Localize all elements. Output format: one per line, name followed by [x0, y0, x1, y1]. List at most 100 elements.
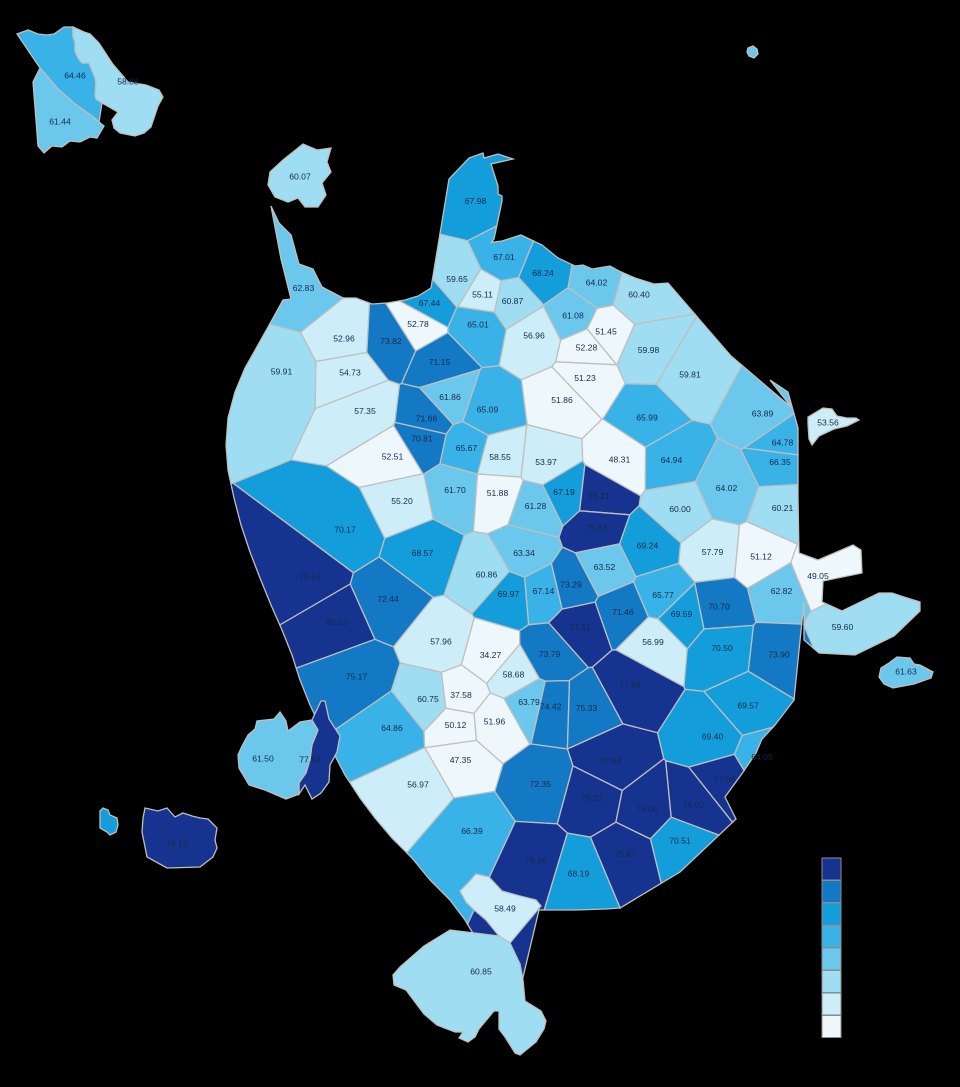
svg-text:77.84: 77.84 [600, 756, 622, 766]
svg-text:61.08: 61.08 [562, 310, 584, 320]
svg-text:77.58: 77.58 [299, 754, 321, 764]
svg-text:63.89: 63.89 [752, 408, 774, 418]
svg-text:64.46: 64.46 [64, 70, 86, 80]
svg-text:52.28: 52.28 [576, 342, 598, 352]
svg-text:64.02: 64.02 [586, 277, 608, 287]
svg-text:66.35: 66.35 [769, 457, 791, 467]
svg-text:51.96: 51.96 [484, 716, 506, 726]
svg-text:67.19: 67.19 [553, 487, 575, 497]
svg-text:69.97: 69.97 [498, 589, 520, 599]
svg-text:76.16: 76.16 [166, 838, 188, 848]
svg-text:71.66: 71.66 [416, 413, 438, 423]
svg-text:52.78: 52.78 [407, 319, 429, 329]
svg-text:65.99: 65.99 [636, 412, 658, 422]
svg-text:64.94: 64.94 [661, 455, 683, 465]
svg-text:76.33: 76.33 [581, 793, 603, 803]
svg-text:73.79: 73.79 [539, 649, 561, 659]
svg-text:58.55: 58.55 [489, 452, 511, 462]
svg-text:64.78: 64.78 [772, 437, 794, 447]
svg-text:67.98: 67.98 [465, 196, 487, 206]
svg-text:62.83: 62.83 [293, 283, 315, 293]
svg-text:68.57: 68.57 [412, 548, 434, 558]
svg-text:65.67: 65.67 [456, 443, 478, 453]
svg-text:64.86: 64.86 [381, 723, 403, 733]
svg-text:63.34: 63.34 [513, 548, 535, 558]
svg-text:60.00: 60.00 [669, 504, 691, 514]
svg-text:75.83: 75.83 [586, 522, 608, 532]
svg-text:34.27: 34.27 [480, 650, 502, 660]
svg-text:70.70: 70.70 [708, 601, 730, 611]
svg-text:77.08: 77.08 [714, 775, 736, 785]
svg-text:57.79: 57.79 [702, 547, 724, 557]
svg-text:69.59: 69.59 [671, 609, 693, 619]
svg-text:55.20: 55.20 [391, 496, 413, 506]
svg-text:60.40: 60.40 [628, 289, 650, 299]
svg-text:69.24: 69.24 [637, 540, 659, 550]
svg-text:59.60: 59.60 [832, 622, 854, 632]
svg-text:70.17: 70.17 [334, 524, 356, 534]
svg-text:59.98: 59.98 [638, 345, 660, 355]
svg-text:75.17: 75.17 [346, 671, 368, 681]
svg-text:66.39: 66.39 [461, 826, 483, 836]
svg-text:74.42: 74.42 [540, 702, 562, 712]
svg-text:47.35: 47.35 [450, 755, 472, 765]
svg-text:60.87: 60.87 [502, 296, 524, 306]
svg-text:58.68: 58.68 [503, 669, 525, 679]
svg-text:69.40: 69.40 [702, 731, 724, 741]
svg-text:76.21: 76.21 [588, 491, 610, 501]
svg-text:56.96: 56.96 [523, 330, 545, 340]
svg-text:37.58: 37.58 [450, 690, 472, 700]
svg-text:60.85: 60.85 [470, 966, 492, 976]
svg-text:57.96: 57.96 [430, 636, 452, 646]
svg-text:61.86: 61.86 [439, 392, 461, 402]
svg-text:67.01: 67.01 [493, 252, 515, 262]
svg-text:70.51: 70.51 [669, 835, 691, 845]
svg-text:50.12: 50.12 [445, 720, 467, 730]
svg-text:53.56: 53.56 [817, 417, 839, 427]
svg-text:70.50: 70.50 [711, 643, 733, 653]
svg-text:77.89: 77.89 [619, 679, 641, 689]
svg-text:75.87: 75.87 [614, 849, 636, 859]
svg-text:69.57: 69.57 [737, 700, 759, 710]
svg-text:61.50: 61.50 [252, 753, 274, 763]
svg-text:64.05: 64.05 [751, 752, 773, 762]
svg-text:65.09: 65.09 [477, 404, 499, 414]
svg-text:73.29: 73.29 [560, 579, 582, 589]
svg-text:71.46: 71.46 [612, 607, 634, 617]
svg-text:75.33: 75.33 [576, 703, 598, 713]
svg-text:72.35: 72.35 [529, 779, 551, 789]
svg-text:51.23: 51.23 [574, 373, 596, 383]
svg-text:52.96: 52.96 [333, 333, 355, 343]
svg-text:61.70: 61.70 [444, 485, 466, 495]
svg-text:56.97: 56.97 [407, 779, 429, 789]
svg-text:71.15: 71.15 [429, 357, 451, 367]
svg-text:59.65: 59.65 [446, 274, 468, 284]
svg-text:48.31: 48.31 [609, 454, 631, 464]
svg-text:51.86: 51.86 [551, 395, 573, 405]
svg-text:73.82: 73.82 [380, 336, 402, 346]
svg-text:76.02: 76.02 [683, 799, 705, 809]
svg-text:67.14: 67.14 [533, 586, 555, 596]
svg-text:70.81: 70.81 [411, 433, 433, 443]
svg-text:61.28: 61.28 [525, 501, 547, 511]
svg-text:61.63: 61.63 [895, 666, 917, 676]
svg-text:63.52: 63.52 [594, 562, 616, 572]
svg-text:72.44: 72.44 [377, 594, 399, 604]
svg-text:58.49: 58.49 [494, 903, 516, 913]
svg-text:52.51: 52.51 [382, 451, 404, 461]
svg-text:68.19: 68.19 [568, 868, 590, 878]
svg-text:51.45: 51.45 [595, 326, 617, 336]
svg-text:49.05: 49.05 [807, 571, 829, 581]
svg-text:60.21: 60.21 [772, 503, 794, 513]
svg-text:51.88: 51.88 [487, 488, 509, 498]
svg-text:59.81: 59.81 [679, 369, 701, 379]
svg-text:85.53: 85.53 [326, 617, 348, 627]
svg-text:78.51: 78.51 [299, 571, 321, 581]
svg-text:65.77: 65.77 [652, 590, 674, 600]
svg-text:60.75: 60.75 [417, 694, 439, 704]
svg-text:64.02: 64.02 [716, 483, 738, 493]
svg-text:68.24: 68.24 [532, 268, 554, 278]
svg-text:56.99: 56.99 [642, 637, 664, 647]
svg-text:73.90: 73.90 [768, 649, 790, 659]
svg-text:61.44: 61.44 [49, 116, 71, 126]
